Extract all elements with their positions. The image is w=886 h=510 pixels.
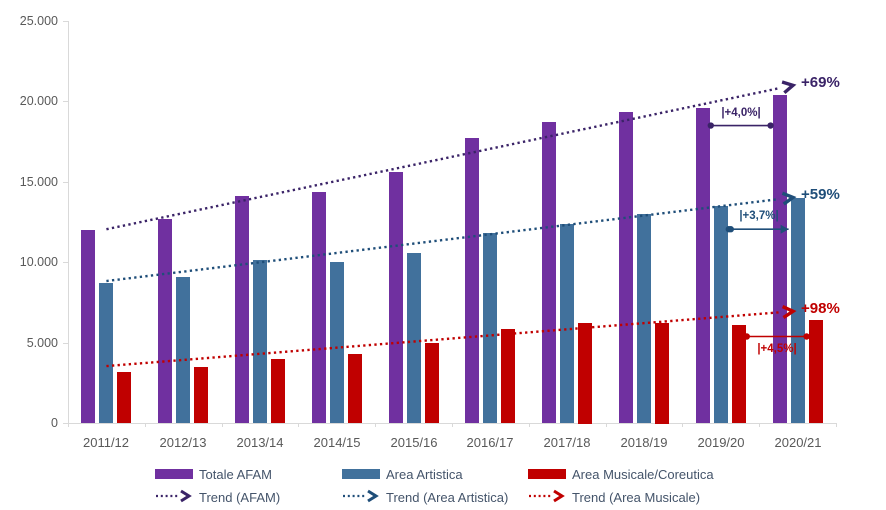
y-tick-label: 25.000	[19, 14, 58, 28]
area-musicale-coreutica-bar-2020-21	[809, 320, 823, 423]
x-tick	[298, 423, 299, 427]
x-tick	[682, 423, 683, 427]
trend-area-artistica-growth-label: +59%	[801, 186, 840, 203]
comparison-label: |+4,0%|	[721, 107, 761, 119]
totale-afam-bar-2012-13	[158, 219, 172, 423]
y-tick-label: 15.000	[19, 175, 58, 189]
area-musicale-coreutica-bar-2014-15	[348, 354, 362, 423]
area-musicale-coreutica-bar-2019-20	[732, 325, 746, 423]
y-tick-label: 20.000	[19, 94, 58, 108]
legend-label-trend-afam: Trend (AFAM)	[199, 490, 281, 505]
legend-marker-trend-area-musicale	[528, 489, 566, 503]
area-musicale-coreutica-bar-2015-16	[425, 343, 439, 423]
legend-swatch-area-musicale-coreutica	[528, 469, 566, 479]
totale-afam-bar-2013-14	[235, 196, 249, 423]
x-axis-label: 2016/17	[466, 435, 514, 450]
trend-area-artistica-dotted-line	[106, 197, 780, 283]
y-tick	[63, 423, 68, 424]
y-tick-label: 10.000	[19, 255, 58, 269]
x-tick	[529, 423, 530, 427]
legend-arrowhead-icon	[180, 489, 192, 503]
legend-label-totale-afam: Totale AFAM	[199, 467, 272, 482]
area-artistica-bar-2020-21	[791, 198, 805, 423]
totale-afam-bar-2015-16	[389, 172, 403, 423]
area-artistica-bar-2014-15	[330, 262, 344, 423]
area-artistica-bar-2019-20	[714, 206, 728, 423]
area-artistica-bar-2012-13	[176, 277, 190, 423]
y-tick	[63, 21, 68, 22]
x-axis-label: 2019/20	[697, 435, 745, 450]
trend-legend-icon	[343, 489, 379, 503]
x-tick	[452, 423, 453, 427]
area-musicale-coreutica-bar-2016-17	[501, 329, 515, 423]
area-musicale-coreutica-bar-2018-19	[655, 323, 669, 424]
x-axis-label: 2015/16	[390, 435, 438, 450]
legend-swatch-area-artistica	[342, 469, 380, 479]
y-axis-line	[68, 21, 69, 423]
x-tick	[606, 423, 607, 427]
totale-afam-bar-2016-17	[465, 138, 479, 423]
x-axis-label: 2013/14	[236, 435, 284, 450]
legend-label-area-musicale-coreutica: Area Musicale/Coreutica	[572, 467, 714, 482]
x-axis-label: 2012/13	[159, 435, 207, 450]
totale-afam-bar-2017-18	[542, 122, 556, 423]
totale-afam-bar-2019-20	[696, 108, 710, 423]
totale-afam-bar-2014-15	[312, 192, 326, 423]
y-tick	[63, 182, 68, 183]
area-musicale-coreutica-bar-2012-13	[194, 367, 208, 423]
x-tick	[222, 423, 223, 427]
totale-afam-bar-2018-19	[619, 112, 633, 423]
legend-label-trend-area-musicale: Trend (Area Musicale)	[572, 490, 701, 505]
x-axis-label: 2017/18	[543, 435, 591, 450]
area-musicale-coreutica-bar-2017-18	[578, 323, 592, 424]
x-axis-label: 2011/12	[82, 435, 130, 450]
trend-afam-growth-label: +69%	[801, 74, 840, 91]
trend-area-musicale-dotted-line	[106, 311, 780, 368]
x-tick	[145, 423, 146, 427]
x-tick	[759, 423, 760, 427]
x-axis-label: 2018/19	[620, 435, 668, 450]
legend-arrowhead-icon	[367, 489, 379, 503]
y-tick	[63, 101, 68, 102]
trend-legend-icon	[529, 489, 565, 503]
x-axis-label: 2014/15	[313, 435, 361, 450]
totale-afam-bar-2020-21	[773, 95, 787, 423]
comparison-dot	[727, 226, 734, 233]
legend-swatch-totale-afam	[155, 469, 193, 479]
legend-arrowhead-icon	[553, 489, 565, 503]
area-artistica-bar-2011-12	[99, 283, 113, 423]
x-tick	[836, 423, 837, 427]
area-musicale-coreutica-bar-2013-14	[271, 359, 285, 423]
trend-legend-icon	[156, 489, 192, 503]
trend-area-musicale-growth-label: +98%	[801, 300, 840, 317]
legend-label-area-artistica: Area Artistica	[386, 467, 463, 482]
trend-afam-dotted-line	[106, 87, 780, 231]
comparison-label: |+3,7%|	[739, 210, 779, 222]
area-artistica-bar-2015-16	[407, 253, 421, 423]
y-tick	[63, 343, 68, 344]
legend-label-trend-area-artistica: Trend (Area Artistica)	[386, 490, 509, 505]
x-tick	[375, 423, 376, 427]
area-artistica-bar-2016-17	[483, 233, 497, 423]
y-tick-label: 5.000	[26, 336, 58, 350]
area-musicale-coreutica-bar-2011-12	[117, 372, 131, 423]
area-artistica-bar-2017-18	[560, 224, 574, 423]
y-tick-label: 0	[51, 416, 58, 430]
x-axis-label: 2020/21	[774, 435, 822, 450]
area-artistica-bar-2018-19	[637, 214, 651, 423]
y-tick	[63, 262, 68, 263]
legend-marker-trend-area-artistica	[342, 489, 380, 503]
legend-marker-trend-afam	[155, 489, 193, 503]
trend-afam-arrowhead-icon	[781, 80, 797, 95]
area-artistica-bar-2013-14	[253, 260, 267, 423]
comparison-label: |+4,5%|	[757, 343, 797, 355]
x-tick	[68, 423, 69, 427]
totale-afam-bar-2011-12	[81, 230, 95, 423]
